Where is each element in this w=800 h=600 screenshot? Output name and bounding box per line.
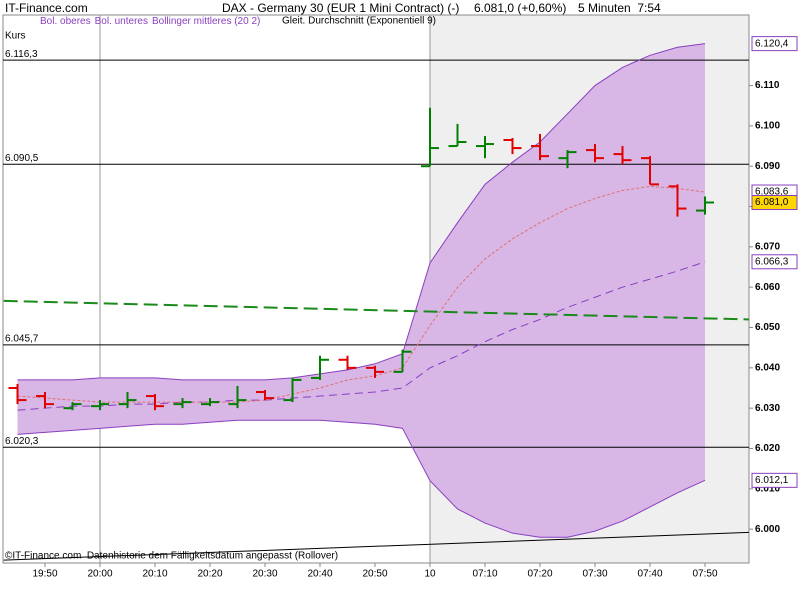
indicator-line (17, 419, 706, 538)
chart-title: DAX - Germany 30 (EUR 1 Mini Contract) (… (222, 1, 459, 15)
y-tick-label: 6.050 (755, 322, 780, 333)
x-tick-label: 20:30 (252, 569, 277, 580)
value-marker-label: 6.012,1 (755, 475, 789, 486)
y-tick-label: 6.090 (755, 161, 780, 172)
y-tick-label: 6.060 (755, 282, 780, 293)
value-marker (751, 472, 798, 488)
x-tick-label: 20:00 (87, 569, 112, 580)
value-marker-label: 6.066,3 (755, 256, 789, 267)
y-tick-label: 6.110 (755, 80, 780, 91)
x-tick-label: 10 (424, 569, 436, 580)
value-marker-label: 6.120,4 (755, 38, 789, 49)
legend-entry: Bol. unteres (95, 16, 148, 27)
level-label: 6.090,5 (5, 153, 39, 164)
y-tick-label: 6.070 (755, 242, 780, 253)
y-tick-label: 6.040 (755, 362, 780, 373)
x-tick-label: 07:20 (527, 569, 552, 580)
value-marker-label: 6.081,0 (755, 197, 789, 208)
indicator-line (3, 531, 750, 561)
x-tick-label: 20:20 (197, 569, 222, 580)
x-tick-label: 20:50 (362, 569, 387, 580)
legend-entry: Bollinger mittleres (20 2) (152, 16, 260, 27)
bollinger-band-fill (17, 43, 705, 538)
x-tick-label: 20:40 (307, 569, 332, 580)
y-tick-label: 6.100 (755, 121, 780, 132)
value-marker-label: 6.083,6 (755, 187, 789, 198)
footnote: ©IT-Finance.com Datenhistorie dem Fällig… (5, 551, 338, 562)
y-tick-label: 6.030 (755, 403, 780, 414)
y-tick-label: 6.000 (755, 524, 780, 535)
value-marker (751, 254, 798, 270)
level-label: 6.020,3 (5, 436, 39, 447)
price-label: Kurs (5, 31, 26, 42)
x-tick-label: 20:10 (142, 569, 167, 580)
legend-entry: Gleit. Durchschnitt (Exponentiell 9) (282, 16, 436, 27)
legend: Bol. oberes Bol. unteres Bollinger mittler… (40, 16, 260, 27)
value-marker (751, 36, 798, 52)
x-tick-label: 07:10 (472, 569, 497, 580)
plot-frame (2, 14, 750, 564)
x-tick-label: 07:40 (637, 569, 662, 580)
site-name: IT-Finance.com (5, 1, 88, 15)
indicator-line (17, 43, 706, 381)
y-tick-label: 6.010 (755, 483, 780, 494)
legend-entry: Bol. oberes (40, 16, 91, 27)
x-tick-label: 07:50 (692, 569, 717, 580)
timeframe: 5 Minuten 7:54 (578, 1, 661, 15)
indicator-line (17, 261, 706, 411)
level-label: 6.116,3 (5, 49, 38, 60)
x-tick-label: 07:30 (582, 569, 607, 580)
x-tick-label: 19:50 (32, 569, 57, 580)
y-tick-label: 6.020 (755, 443, 780, 454)
level-label: 6.045,7 (5, 333, 39, 344)
value-marker (751, 195, 798, 211)
indicator-line (17, 185, 706, 403)
indicator-line (3, 299, 750, 321)
quote: 6.081,0 (+0,60%) (474, 1, 566, 15)
